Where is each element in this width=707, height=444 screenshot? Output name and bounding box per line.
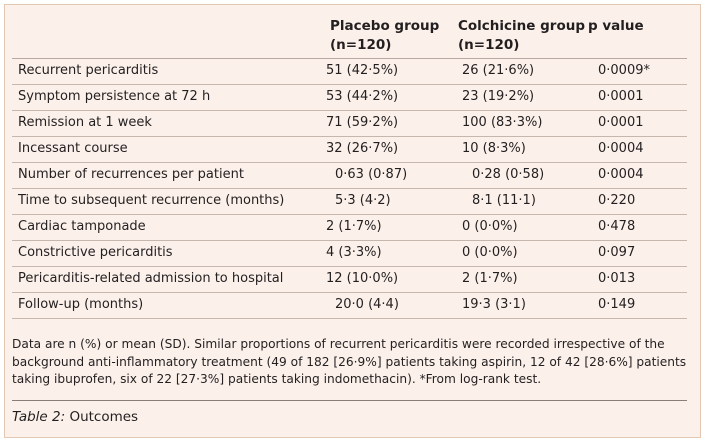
row-placebo: 20·0 (4·4) xyxy=(335,297,399,312)
caption-divider xyxy=(12,400,687,401)
table-caption: Table 2: Outcomes xyxy=(12,409,138,425)
table-frame: Placebo group (n=120) Colchicine group (… xyxy=(4,4,701,438)
row-placebo: 2 (1·7%) xyxy=(326,219,382,234)
caption-label: Table 2: xyxy=(12,409,66,425)
header-p-value: p value xyxy=(588,18,644,34)
table-row: Follow-up (months) 20·0 (4·4) 19·3 (3·1)… xyxy=(12,293,687,319)
row-p-value: 0·097 xyxy=(598,245,636,260)
table-row: Remission at 1 week 71 (59·2%) 100 (83·3… xyxy=(12,111,687,137)
row-label: Pericarditis-related admission to hospit… xyxy=(18,271,284,286)
row-colchicine: 2 (1·7%) xyxy=(462,271,518,286)
row-placebo: 5·3 (4·2) xyxy=(335,193,391,208)
row-colchicine: 8·1 (11·1) xyxy=(472,193,536,208)
row-label: Constrictive pericarditis xyxy=(18,245,173,260)
row-colchicine: 10 (8·3%) xyxy=(462,141,526,156)
row-placebo: 32 (26·7%) xyxy=(326,141,399,156)
row-p-value: 0·220 xyxy=(598,193,636,208)
row-placebo: 51 (42·5%) xyxy=(326,63,399,78)
row-p-value: 0·0001 xyxy=(598,89,644,104)
row-label: Follow-up (months) xyxy=(18,297,144,312)
row-placebo: 12 (10·0%) xyxy=(326,271,399,286)
row-p-value: 0·013 xyxy=(598,271,636,286)
table-footnote: Data are n (%) or mean (SD). Similar pro… xyxy=(12,337,687,386)
table-body: Recurrent pericarditis 51 (42·5%) 26 (21… xyxy=(12,58,687,319)
table-row: Cardiac tamponade 2 (1·7%) 0 (0·0%) 0·47… xyxy=(12,215,687,241)
row-label: Time to subsequent recurrence (months) xyxy=(18,193,285,208)
row-placebo: 4 (3·3%) xyxy=(326,245,382,260)
table-row: Time to subsequent recurrence (months) 5… xyxy=(12,189,687,215)
row-placebo: 53 (44·2%) xyxy=(326,89,399,104)
table-row: Symptom persistence at 72 h 53 (44·2%) 2… xyxy=(12,85,687,111)
header-placebo: Placebo group (n=120) xyxy=(330,18,440,53)
row-placebo: 71 (59·2%) xyxy=(326,115,399,130)
row-label: Cardiac tamponade xyxy=(18,219,146,234)
table-row: Recurrent pericarditis 51 (42·5%) 26 (21… xyxy=(12,59,687,85)
caption-text: Outcomes xyxy=(65,409,139,425)
row-label: Recurrent pericarditis xyxy=(18,63,159,78)
row-colchicine: 26 (21·6%) xyxy=(462,63,535,78)
row-colchicine: 0 (0·0%) xyxy=(462,219,518,234)
row-label: Number of recurrences per patient xyxy=(18,167,244,182)
row-placebo: 0·63 (0·87) xyxy=(335,167,408,182)
table-row: Incessant course 32 (26·7%) 10 (8·3%) 0·… xyxy=(12,137,687,163)
row-label: Incessant course xyxy=(18,141,128,156)
row-colchicine: 0·28 (0·58) xyxy=(472,167,545,182)
row-colchicine: 19·3 (3·1) xyxy=(462,297,526,312)
row-p-value: 0·0009* xyxy=(598,63,650,78)
row-label: Symptom persistence at 72 h xyxy=(18,89,211,104)
table-row: Constrictive pericarditis 4 (3·3%) 0 (0·… xyxy=(12,241,687,267)
table-row: Pericarditis-related admission to hospit… xyxy=(12,267,687,293)
row-p-value: 0·0004 xyxy=(598,141,644,156)
row-label: Remission at 1 week xyxy=(18,115,152,130)
row-p-value: 0·0001 xyxy=(598,115,644,130)
row-colchicine: 0 (0·0%) xyxy=(462,245,518,260)
row-p-value: 0·478 xyxy=(598,219,636,234)
row-p-value: 0·149 xyxy=(598,297,636,312)
header-colchicine: Colchicine group (n=120) xyxy=(458,18,586,53)
row-p-value: 0·0004 xyxy=(598,167,644,182)
table-row: Number of recurrences per patient 0·63 (… xyxy=(12,163,687,189)
row-colchicine: 23 (19·2%) xyxy=(462,89,535,104)
row-colchicine: 100 (83·3%) xyxy=(462,115,543,130)
table-header: Placebo group (n=120) Colchicine group (… xyxy=(5,5,700,65)
